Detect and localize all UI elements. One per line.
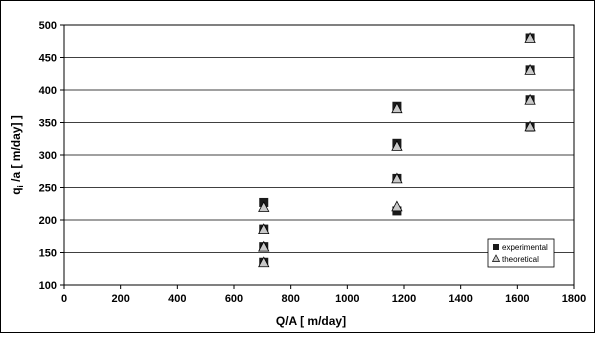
y-axis-title: qi /a [ m/day] ] (9, 115, 25, 195)
x-tick-label-600: 600 (225, 293, 243, 305)
point-theoretical-10 (524, 93, 536, 105)
y-tick-label-450: 450 (39, 53, 57, 65)
legend: experimental theoretical (487, 238, 555, 268)
point-theoretical-6 (391, 172, 403, 184)
y-axis-title-rest: /a [ m/day] ] (9, 115, 23, 185)
x-axis-title: Q/A [ m/day] (276, 314, 346, 328)
data-points (258, 32, 536, 268)
legend-experimental-label: experimental (502, 243, 548, 252)
point-theoretical-7 (391, 200, 403, 212)
x-tick-label-1400: 1400 (448, 293, 472, 305)
point-theoretical-5 (391, 140, 403, 151)
y-tick-label-350: 350 (39, 118, 57, 130)
x-tick-label-1800: 1800 (562, 293, 586, 305)
x-tick-label-0: 0 (61, 293, 67, 305)
gridlines (64, 24, 574, 253)
y-tick-label-200: 200 (39, 215, 57, 227)
point-theoretical-4 (391, 102, 403, 114)
y-tick-label-100: 100 (39, 280, 57, 292)
x-tick-label-800: 800 (281, 293, 299, 305)
point-theoretical-0 (258, 201, 270, 212)
y-tick-label-500: 500 (39, 20, 57, 32)
legend-theoretical-label: theoretical (502, 255, 539, 264)
point-theoretical-9 (524, 63, 536, 75)
x-axis: 0 200 400 600 800 1000 1200 1400 1600 1800 (61, 285, 586, 305)
x-tick-label-200: 200 (111, 293, 129, 305)
y-tick-label-250: 250 (39, 183, 57, 195)
point-theoretical-1 (258, 223, 270, 235)
point-theoretical-2 (258, 240, 270, 252)
point-theoretical-8 (524, 32, 536, 43)
legend-theoretical-marker (491, 254, 501, 262)
y-axis-title-main: q (9, 187, 23, 194)
point-theoretical-11 (524, 120, 536, 132)
y-tick-label-150: 150 (39, 248, 57, 260)
x-tick-label-1200: 1200 (392, 293, 416, 305)
point-theoretical-3 (258, 256, 270, 268)
legend-box (487, 238, 555, 268)
x-tick-label-400: 400 (168, 293, 186, 305)
x-tick-label-1000: 1000 (335, 293, 359, 305)
x-tick-label-1600: 1600 (505, 293, 529, 305)
y-axis-title-subscript: i (16, 185, 25, 187)
legend-experimental-marker (493, 244, 499, 250)
y-tick-label-300: 300 (39, 150, 57, 162)
y-axis: 100 150 200 250 300 350 400 450 500 (39, 20, 64, 292)
y-tick-label-400: 400 (39, 85, 57, 97)
